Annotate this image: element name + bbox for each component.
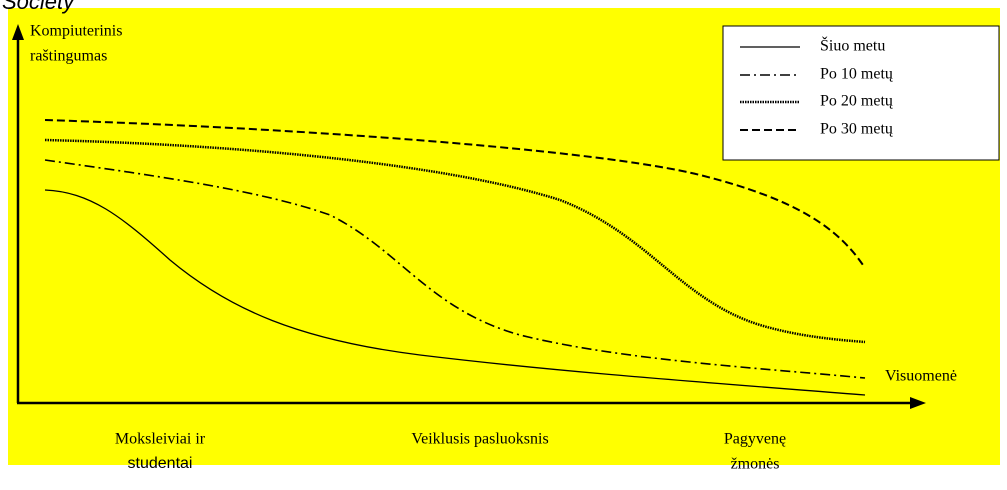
- legend-label: Po 10 metų: [820, 66, 894, 83]
- legend-label: Po 20 metų: [820, 93, 894, 110]
- y-axis-label: raštingumas: [30, 48, 107, 65]
- group-label: Pagyvenę: [724, 431, 786, 448]
- group-label: žmonės: [731, 456, 780, 473]
- legend-box: [722, 25, 1000, 161]
- x-arrow: [910, 397, 926, 409]
- y-arrow: [12, 24, 24, 40]
- title: Society: [2, 0, 76, 14]
- legend-label: Po 30 metų: [820, 121, 894, 138]
- group-label: studentai: [128, 455, 193, 472]
- x-axis-label: Visuomenė: [885, 368, 957, 385]
- legend-label: Šiuo metu: [820, 36, 885, 55]
- group-label: Moksleiviai ir: [115, 431, 206, 448]
- curve-30: [44, 119, 866, 269]
- curve-10: [44, 159, 866, 379]
- curve-now: [44, 189, 866, 396]
- y-axis-label: Kompiuterinis: [30, 23, 122, 40]
- group-label: Veiklusis pasluoksnis: [411, 431, 548, 448]
